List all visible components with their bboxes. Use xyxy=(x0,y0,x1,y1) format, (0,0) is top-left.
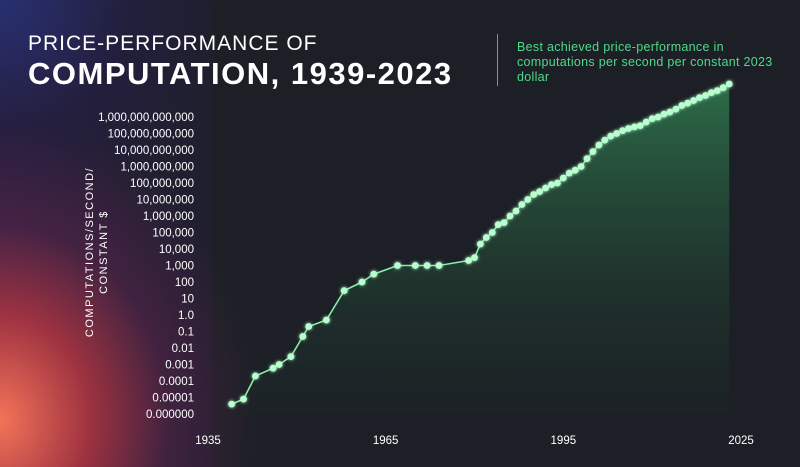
data-point xyxy=(340,287,348,294)
data-point xyxy=(471,254,478,261)
y-tick-label: 1.0 xyxy=(178,310,194,322)
data-point xyxy=(435,262,443,269)
x-tick-label: 1965 xyxy=(373,435,399,447)
data-point xyxy=(323,316,330,324)
title-block: PRICE-PERFORMANCE OF COMPUTATION, 1939-2… xyxy=(28,32,453,92)
data-point xyxy=(488,229,496,236)
y-tick-label: 100,000,000,000 xyxy=(108,129,194,141)
y-tick-label: 10 xyxy=(181,294,194,306)
y-tick-label: 0.000000 xyxy=(146,409,194,421)
chart-subtitle: Best achieved price-performance in compu… xyxy=(517,40,773,84)
data-point xyxy=(240,395,247,403)
data-point xyxy=(228,400,236,408)
y-tick-label: 1,000,000 xyxy=(143,211,194,223)
data-point xyxy=(690,97,697,104)
x-tick-label: 2025 xyxy=(728,435,754,447)
data-point xyxy=(518,201,526,208)
data-point xyxy=(370,270,378,278)
data-point xyxy=(648,115,656,122)
y-tick-label: 10,000,000,000 xyxy=(114,145,194,157)
data-point xyxy=(530,191,538,198)
data-point xyxy=(554,179,561,187)
data-point xyxy=(512,207,520,215)
data-point xyxy=(571,166,579,174)
data-point xyxy=(269,364,277,372)
y-tick-label: 0.1 xyxy=(178,327,194,339)
data-point xyxy=(654,113,662,121)
y-tick-label: 1,000,000,000 xyxy=(120,162,194,174)
data-point xyxy=(506,212,514,220)
data-point xyxy=(725,80,733,88)
data-point xyxy=(666,108,674,116)
x-tick-label: 1995 xyxy=(551,435,577,447)
page-title-line2: COMPUTATION, 1939-2023 xyxy=(28,56,453,91)
y-tick-label: 1,000,000,000,000 xyxy=(98,112,194,124)
data-point xyxy=(252,372,259,380)
y-tick-label: 0.0001 xyxy=(159,376,194,388)
data-point xyxy=(477,240,484,248)
plot-area xyxy=(228,80,733,414)
data-point xyxy=(636,122,644,129)
x-tick-label: 1935 xyxy=(195,435,221,447)
data-point xyxy=(524,196,532,203)
y-tick-label: 100,000 xyxy=(152,228,194,240)
data-point xyxy=(423,262,431,269)
y-axis-ticks: 0.000000 0.00001 0.0001 0.001 0.01 0.1 1.0 10 10… xyxy=(98,112,194,421)
data-point xyxy=(565,169,573,177)
y-tick-label: 0.00001 xyxy=(152,393,194,405)
y-tick-label: 0.01 xyxy=(172,343,194,355)
data-point xyxy=(642,118,650,126)
data-point xyxy=(702,92,709,99)
data-point xyxy=(287,353,295,360)
data-point xyxy=(299,333,307,340)
data-point xyxy=(536,188,543,196)
data-point xyxy=(660,110,668,118)
data-point xyxy=(577,163,585,170)
data-point xyxy=(631,123,638,131)
data-point xyxy=(305,323,313,330)
data-point xyxy=(719,84,727,92)
y-tick-label: 0.001 xyxy=(165,360,194,372)
data-point xyxy=(684,99,692,107)
data-point xyxy=(708,89,715,96)
data-point xyxy=(559,174,567,182)
data-point xyxy=(583,155,591,163)
data-point xyxy=(713,87,721,94)
data-point xyxy=(500,219,508,227)
y-tick-label: 10,000,000 xyxy=(136,195,194,207)
data-point xyxy=(465,257,472,264)
series-area xyxy=(231,84,730,414)
title-divider xyxy=(497,34,498,86)
data-point xyxy=(696,94,703,101)
data-point xyxy=(678,102,686,109)
data-point xyxy=(625,125,632,132)
data-point xyxy=(275,361,283,368)
data-point xyxy=(619,127,626,134)
data-point xyxy=(548,181,555,189)
data-point xyxy=(613,130,620,137)
data-point xyxy=(494,221,502,229)
data-point xyxy=(672,105,680,113)
data-point xyxy=(601,136,609,144)
x-axis-ticks: 1935 1965 1995 2025 xyxy=(195,435,754,447)
y-tick-label: 10,000 xyxy=(159,244,194,256)
page-title-line1: PRICE-PERFORMANCE OF xyxy=(28,32,318,55)
data-point xyxy=(607,132,615,140)
y-tick-label: 100,000,000 xyxy=(130,178,194,190)
data-point xyxy=(589,148,597,156)
data-point xyxy=(482,234,490,241)
data-point xyxy=(411,262,419,269)
y-tick-label: 100 xyxy=(175,277,194,289)
data-point xyxy=(595,141,603,149)
data-point xyxy=(358,278,366,286)
data-point xyxy=(394,262,401,269)
data-point xyxy=(542,184,549,192)
y-tick-label: 1,000 xyxy=(165,261,194,273)
